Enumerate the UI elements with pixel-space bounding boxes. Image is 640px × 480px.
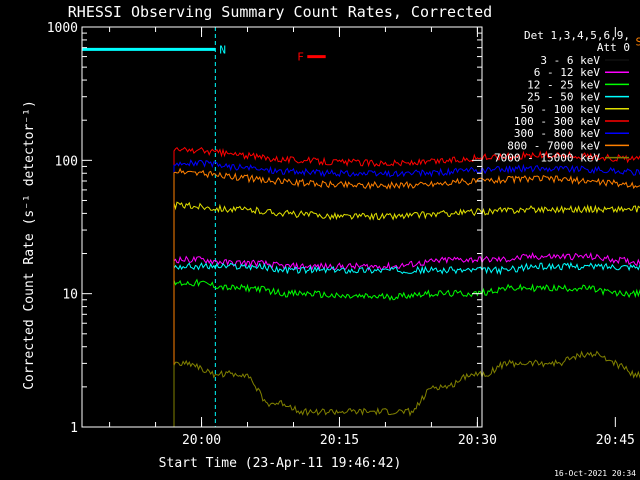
flag-label: F xyxy=(297,51,304,64)
series-line xyxy=(173,350,640,427)
legend-label: 25 - 50 keV xyxy=(527,91,600,104)
legend-header: Att 0 xyxy=(597,41,630,54)
series-line xyxy=(173,201,640,427)
series-line xyxy=(173,146,640,427)
x-tick-label: 20:30 xyxy=(458,433,497,448)
flag-label: N xyxy=(219,43,226,56)
legend-label: 12 - 25 keV xyxy=(527,78,600,91)
y-tick-label: 100 xyxy=(55,154,78,169)
legend-label: 800 - 7000 keV xyxy=(507,139,600,152)
y-tick-label: 1000 xyxy=(47,21,78,36)
series-line xyxy=(173,278,640,427)
plot-frame xyxy=(81,26,483,428)
timestamp: 16-Oct-2021 20:34 xyxy=(554,469,636,478)
legend-label: 100 - 300 keV xyxy=(514,115,600,128)
series-line xyxy=(173,261,640,427)
series-line xyxy=(173,159,640,427)
x-tick-label: 20:00 xyxy=(182,433,221,448)
chart-title: RHESSI Observing Summary Count Rates, Co… xyxy=(68,3,492,21)
legend-label: 300 - 800 keV xyxy=(514,127,600,140)
legend-label: 6 - 12 keV xyxy=(534,66,601,79)
legend-label: 3 - 6 keV xyxy=(540,54,600,67)
y-axis-label: Corrected Count Rate (s⁻¹ detector⁻¹) xyxy=(22,100,37,390)
series-line xyxy=(173,251,640,427)
y-tick-label: 1 xyxy=(70,421,78,436)
x-axis-label: Start Time (23-Apr-11 19:46:42) xyxy=(159,456,402,471)
flag-label: S xyxy=(636,35,640,48)
legend-header: Det 1,3,4,5,6,9, xyxy=(524,29,630,42)
x-tick-label: 20:15 xyxy=(320,433,359,448)
legend-label: 7000 - 15000 keV xyxy=(494,152,600,165)
plot-area: N F S xyxy=(81,27,640,427)
x-tick-label: 20:45 xyxy=(596,433,635,448)
legend-label: 50 - 100 keV xyxy=(521,103,601,116)
series-line xyxy=(173,167,640,427)
series-line xyxy=(173,275,640,427)
y-tick-label: 10 xyxy=(62,288,78,303)
